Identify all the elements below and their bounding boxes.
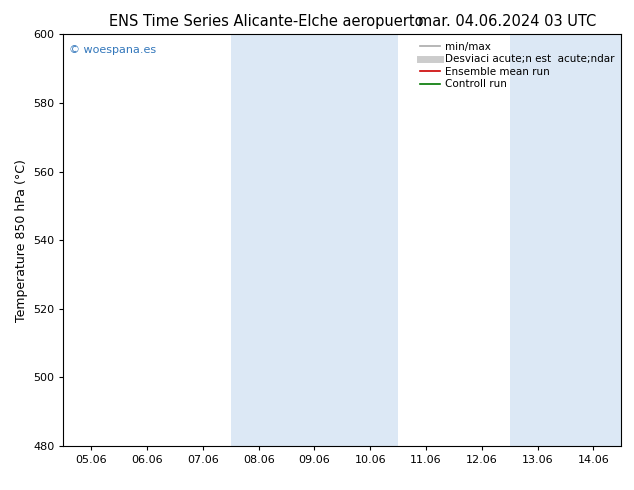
Text: mar. 04.06.2024 03 UTC: mar. 04.06.2024 03 UTC <box>418 14 597 29</box>
Y-axis label: Temperature 850 hPa (°C): Temperature 850 hPa (°C) <box>15 159 27 321</box>
Legend: min/max, Desviaci acute;n est  acute;ndar, Ensemble mean run, Controll run: min/max, Desviaci acute;n est acute;ndar… <box>415 37 618 94</box>
Text: ENS Time Series Alicante-Elche aeropuerto: ENS Time Series Alicante-Elche aeropuert… <box>109 14 424 29</box>
Text: © woespana.es: © woespana.es <box>69 45 156 54</box>
Bar <box>510 34 621 446</box>
Bar <box>231 34 398 446</box>
